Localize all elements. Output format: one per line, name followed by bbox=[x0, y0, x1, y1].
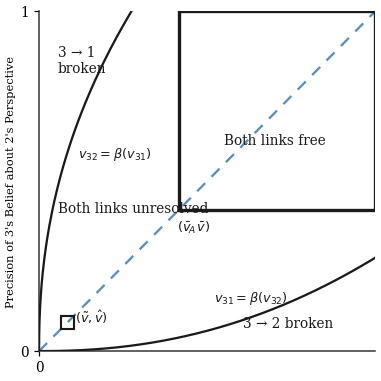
Text: $v_{32} = \beta(v_{31})$: $v_{32} = \beta(v_{31})$ bbox=[78, 146, 151, 163]
Text: 3 → 2 broken: 3 → 2 broken bbox=[243, 317, 333, 331]
Text: Both links free: Both links free bbox=[223, 134, 325, 147]
Text: Both links unresolved: Both links unresolved bbox=[58, 202, 208, 216]
Text: $v_{31} = \beta(v_{32})$: $v_{31} = \beta(v_{32})$ bbox=[214, 290, 288, 307]
Bar bbox=[61, 316, 74, 329]
Bar bbox=[178, 11, 375, 210]
Text: $(\bar{v}_{\!A}\,\bar{v})$: $(\bar{v}_{\!A}\,\bar{v})$ bbox=[177, 220, 210, 236]
Text: 3 → 1
broken: 3 → 1 broken bbox=[58, 45, 106, 76]
Y-axis label: Precision of 3's Belief about 2's Perspective: Precision of 3's Belief about 2's Perspe… bbox=[6, 56, 16, 307]
Text: $(\tilde{v}, \hat{v})$: $(\tilde{v}, \hat{v})$ bbox=[75, 308, 108, 325]
